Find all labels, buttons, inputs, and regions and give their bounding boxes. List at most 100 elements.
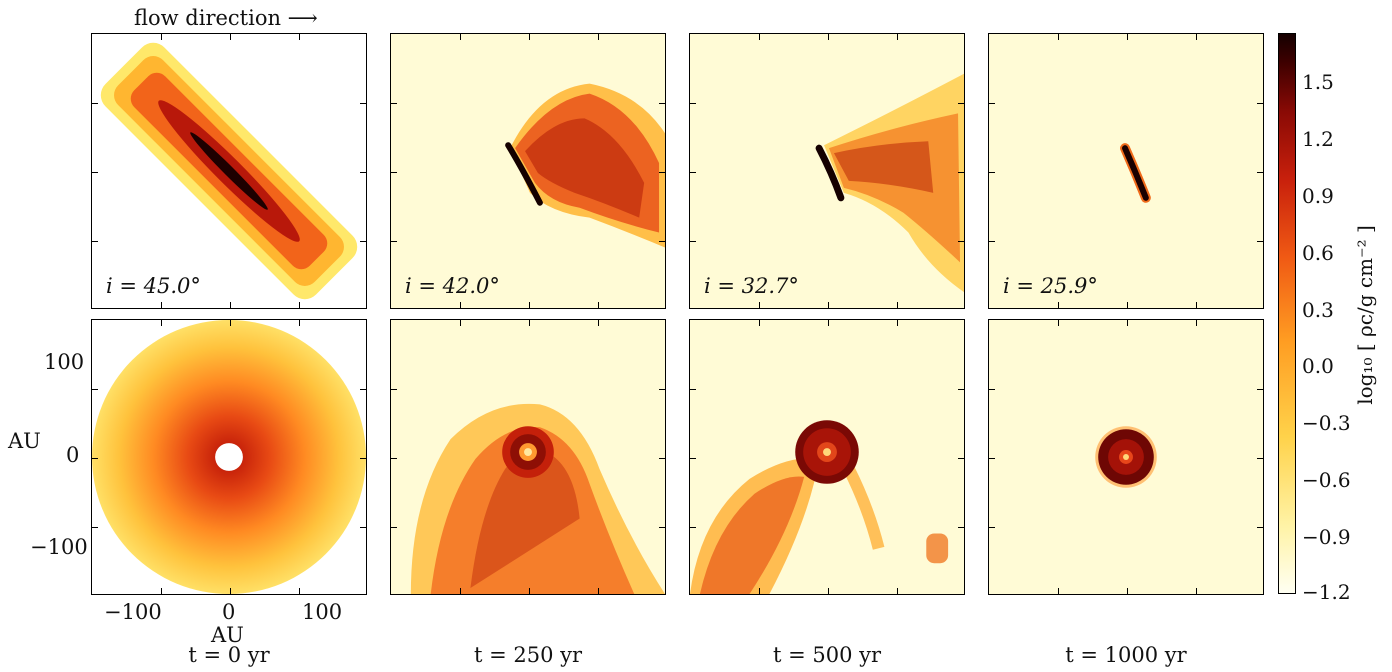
- face-on-disk-t1000-image: [989, 320, 1263, 594]
- axis-tick-mark: [1257, 458, 1263, 459]
- axis-tick-mark: [460, 302, 461, 308]
- axis-tick-mark: [92, 389, 98, 390]
- axis-tick-mark: [1058, 588, 1059, 594]
- axis-tick-mark: [299, 320, 300, 326]
- axis-tick-mark: [897, 588, 898, 594]
- axis-tick-mark: [230, 34, 231, 40]
- x-tick-label: −100: [104, 600, 162, 624]
- y-axis-label: AU: [8, 429, 41, 453]
- axis-tick-mark: [759, 34, 760, 40]
- face-on-disk-t250-image: [391, 320, 665, 594]
- axis-tick-mark: [958, 103, 964, 104]
- axis-tick-mark: [659, 103, 665, 104]
- axis-tick-mark: [92, 241, 98, 242]
- colorbar-tick: 1.5: [1302, 70, 1334, 94]
- axis-tick-mark: [1257, 389, 1263, 390]
- axis-tick-mark: [690, 103, 696, 104]
- axis-tick-mark: [1058, 34, 1059, 40]
- axis-tick-mark: [989, 103, 995, 104]
- axis-tick-mark: [828, 302, 829, 308]
- axis-tick-mark: [230, 320, 231, 326]
- axis-tick-mark: [690, 458, 696, 459]
- axis-tick-mark: [1196, 34, 1197, 40]
- axis-tick-mark: [828, 588, 829, 594]
- axis-tick-mark: [989, 458, 995, 459]
- axis-tick-mark: [230, 588, 231, 594]
- axis-tick-mark: [989, 241, 995, 242]
- axis-tick-mark: [659, 458, 665, 459]
- face-on-disk-t500-image: [690, 320, 964, 594]
- axis-tick-mark: [1127, 302, 1128, 308]
- axis-tick-mark: [989, 172, 995, 173]
- axis-tick-mark: [690, 527, 696, 528]
- axis-tick-mark: [690, 389, 696, 390]
- axis-tick-mark: [161, 588, 162, 594]
- axis-tick-mark: [1127, 588, 1128, 594]
- edge-on-disk-t0-image: [92, 34, 366, 308]
- axis-tick-mark: [598, 34, 599, 40]
- colorbar-label: log₁₀ [ ρc/g cm⁻² ]: [1353, 225, 1377, 405]
- axis-tick-mark: [161, 34, 162, 40]
- axis-tick-mark: [1257, 172, 1263, 173]
- axis-tick-mark: [460, 320, 461, 326]
- panel-top-t250: i = 42.0°: [390, 33, 666, 309]
- axis-tick-mark: [529, 302, 530, 308]
- axis-tick-mark: [1196, 302, 1197, 308]
- panel-bottom-t500: [689, 319, 965, 595]
- time-label: t = 0 yr: [188, 643, 270, 667]
- colorbar-tick: −1.2: [1302, 580, 1351, 604]
- panel-top-t500: i = 32.7°: [689, 33, 965, 309]
- axis-tick-mark: [598, 588, 599, 594]
- axis-tick-mark: [1058, 320, 1059, 326]
- axis-tick-mark: [659, 389, 665, 390]
- panel-top-t0: i = 45.0°: [91, 33, 367, 309]
- axis-tick-mark: [529, 34, 530, 40]
- colorbar-tick: −0.6: [1302, 468, 1351, 492]
- panel-bottom-t250: [390, 319, 666, 595]
- edge-on-disk-t1000-image: [989, 34, 1263, 308]
- time-label: t = 1000 yr: [1065, 643, 1187, 667]
- inclination-label: i = 25.9°: [1003, 274, 1098, 298]
- x-axis-label: AU: [211, 623, 244, 647]
- axis-tick-mark: [529, 320, 530, 326]
- y-tick-label: 0: [66, 443, 80, 467]
- axis-tick-mark: [1127, 34, 1128, 40]
- axis-tick-mark: [360, 389, 366, 390]
- x-tick-label: 100: [302, 600, 343, 624]
- axis-tick-mark: [828, 320, 829, 326]
- axis-tick-mark: [897, 302, 898, 308]
- axis-tick-mark: [460, 588, 461, 594]
- axis-tick-mark: [299, 302, 300, 308]
- axis-tick-mark: [1257, 103, 1263, 104]
- edge-on-disk-t250-image: [391, 34, 665, 308]
- flow-direction-label: flow direction ⟶: [134, 6, 318, 30]
- axis-tick-mark: [360, 458, 366, 459]
- axis-tick-mark: [161, 302, 162, 308]
- axis-tick-mark: [391, 241, 397, 242]
- axis-tick-mark: [92, 103, 98, 104]
- axis-tick-mark: [360, 241, 366, 242]
- edge-on-disk-t500-image: [690, 34, 964, 308]
- axis-tick-mark: [958, 172, 964, 173]
- axis-tick-mark: [92, 172, 98, 173]
- colorbar-tick: 0.6: [1302, 241, 1334, 265]
- axis-tick-mark: [690, 241, 696, 242]
- colorbar-tick: 0.9: [1302, 184, 1334, 208]
- colorbar-tick: 1.2: [1302, 127, 1334, 151]
- colorbar-tick: 0.3: [1302, 298, 1334, 322]
- axis-tick-mark: [391, 103, 397, 104]
- y-tick-label: 100: [44, 350, 85, 374]
- axis-tick-mark: [598, 302, 599, 308]
- axis-tick-mark: [299, 588, 300, 594]
- axis-tick-mark: [759, 302, 760, 308]
- axis-tick-mark: [989, 389, 995, 390]
- axis-tick-mark: [828, 34, 829, 40]
- axis-tick-mark: [391, 389, 397, 390]
- axis-tick-mark: [161, 320, 162, 326]
- inclination-label: i = 45.0°: [106, 274, 201, 298]
- inclination-label: i = 32.7°: [704, 274, 799, 298]
- axis-tick-mark: [659, 527, 665, 528]
- face-on-disk-t0-image: [92, 320, 366, 594]
- axis-tick-mark: [897, 34, 898, 40]
- axis-tick-mark: [460, 34, 461, 40]
